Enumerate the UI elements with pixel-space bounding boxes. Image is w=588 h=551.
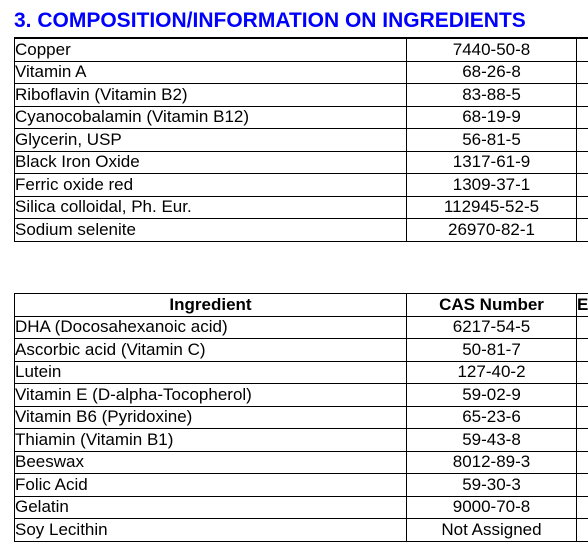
cas-number: 59-02-9 bbox=[406, 383, 577, 407]
empty-cell bbox=[576, 37, 588, 62]
cas-number: 112945-52-5 bbox=[406, 195, 577, 219]
ingredient-name: Sodium selenite bbox=[14, 218, 407, 242]
empty-cell bbox=[576, 173, 588, 197]
empty-cell bbox=[576, 495, 588, 519]
ingredient-name: Glycerin, USP bbox=[14, 128, 407, 152]
table-row: Gelatin 9000-70-8 bbox=[14, 495, 588, 519]
table-row: Folic Acid 59-30-3 bbox=[14, 473, 588, 497]
section-title: 3. COMPOSITION/INFORMATION ON INGREDIENT… bbox=[14, 9, 526, 32]
ingredient-name: Folic Acid bbox=[14, 473, 407, 497]
table-row: Soy Lecithin Not Assigned bbox=[14, 518, 588, 542]
cas-number: 1317-61-9 bbox=[406, 150, 577, 174]
ingredient-name: Vitamin E (D-alpha-Tocopherol) bbox=[14, 383, 407, 407]
empty-cell bbox=[576, 360, 588, 384]
table-row: Riboflavin (Vitamin B2) 83-88-5 bbox=[14, 83, 588, 107]
table-row: Beeswax 8012-89-3 bbox=[14, 450, 588, 474]
cas-number: 7440-50-8 bbox=[406, 37, 577, 62]
table-row: DHA (Docosahexanoic acid) 6217-54-5 bbox=[14, 315, 588, 339]
cas-number: 1309-37-1 bbox=[406, 173, 577, 197]
cas-number: 83-88-5 bbox=[406, 83, 577, 107]
table-header-row: Ingredient CAS Number E bbox=[14, 293, 588, 317]
empty-cell bbox=[576, 405, 588, 429]
cas-number: 56-81-5 bbox=[406, 128, 577, 152]
ingredients-table-2: Ingredient CAS Number E DHA (Docosahexan… bbox=[14, 293, 588, 542]
table-row: Vitamin E (D-alpha-Tocopherol) 59-02-9 bbox=[14, 383, 588, 407]
empty-cell bbox=[576, 128, 588, 152]
table-row: Ascorbic acid (Vitamin C) 50-81-7 bbox=[14, 338, 588, 362]
empty-cell bbox=[576, 383, 588, 407]
empty-cell bbox=[576, 150, 588, 174]
ingredients-table-1: Copper 7440-50-8 Vitamin A 68-26-8 Ribof… bbox=[14, 37, 588, 242]
table-row: Cyanocobalamin (Vitamin B12) 68-19-9 bbox=[14, 105, 588, 129]
table-row: Lutein 127-40-2 bbox=[14, 360, 588, 384]
table-row: Ferric oxide red 1309-37-1 bbox=[14, 173, 588, 197]
empty-cell bbox=[576, 338, 588, 362]
ingredient-name: Thiamin (Vitamin B1) bbox=[14, 428, 407, 452]
table-row: Silica colloidal, Ph. Eur. 112945-52-5 bbox=[14, 195, 588, 219]
ingredient-name: Riboflavin (Vitamin B2) bbox=[14, 83, 407, 107]
cas-number: 59-30-3 bbox=[406, 473, 577, 497]
ingredient-name: Black Iron Oxide bbox=[14, 150, 407, 174]
table-row: Sodium selenite 26970-82-1 bbox=[14, 218, 588, 242]
empty-cell bbox=[576, 473, 588, 497]
empty-cell bbox=[576, 315, 588, 339]
table-row: Black Iron Oxide 1317-61-9 bbox=[14, 150, 588, 174]
ingredient-name: Copper bbox=[14, 37, 407, 62]
empty-cell bbox=[576, 195, 588, 219]
empty-cell bbox=[576, 218, 588, 242]
table-row: Glycerin, USP 56-81-5 bbox=[14, 128, 588, 152]
ingredient-name: DHA (Docosahexanoic acid) bbox=[14, 315, 407, 339]
column-header-ingredient: Ingredient bbox=[14, 293, 407, 317]
ingredient-name: Gelatin bbox=[14, 495, 407, 519]
cas-number: 8012-89-3 bbox=[406, 450, 577, 474]
table-row: Vitamin B6 (Pyridoxine) 65-23-6 bbox=[14, 405, 588, 429]
empty-cell bbox=[576, 105, 588, 129]
table-row: Vitamin A 68-26-8 bbox=[14, 60, 588, 84]
empty-cell bbox=[576, 450, 588, 474]
ingredient-name: Ferric oxide red bbox=[14, 173, 407, 197]
ingredient-name: Ascorbic acid (Vitamin C) bbox=[14, 338, 407, 362]
cas-number: 59-43-8 bbox=[406, 428, 577, 452]
column-header-cas-number: CAS Number bbox=[406, 293, 577, 317]
ingredient-name: Vitamin B6 (Pyridoxine) bbox=[14, 405, 407, 429]
cas-number: 26970-82-1 bbox=[406, 218, 577, 242]
cas-number: 65-23-6 bbox=[406, 405, 577, 429]
empty-cell bbox=[576, 60, 588, 84]
ingredient-name: Cyanocobalamin (Vitamin B12) bbox=[14, 105, 407, 129]
empty-cell bbox=[576, 83, 588, 107]
empty-cell bbox=[576, 428, 588, 452]
ingredient-name: Soy Lecithin bbox=[14, 518, 407, 542]
ingredient-name: Silica colloidal, Ph. Eur. bbox=[14, 195, 407, 219]
cas-number: 6217-54-5 bbox=[406, 315, 577, 339]
cas-number: 68-26-8 bbox=[406, 60, 577, 84]
table-row: Thiamin (Vitamin B1) 59-43-8 bbox=[14, 428, 588, 452]
cas-number: 68-19-9 bbox=[406, 105, 577, 129]
column-header-third: E bbox=[576, 293, 588, 317]
ingredient-name: Beeswax bbox=[14, 450, 407, 474]
empty-cell bbox=[576, 518, 588, 542]
ingredient-name: Vitamin A bbox=[14, 60, 407, 84]
table-row: Copper 7440-50-8 bbox=[14, 37, 588, 62]
cas-number: Not Assigned bbox=[406, 518, 577, 542]
cas-number: 127-40-2 bbox=[406, 360, 577, 384]
cas-number: 50-81-7 bbox=[406, 338, 577, 362]
ingredient-name: Lutein bbox=[14, 360, 407, 384]
cas-number: 9000-70-8 bbox=[406, 495, 577, 519]
